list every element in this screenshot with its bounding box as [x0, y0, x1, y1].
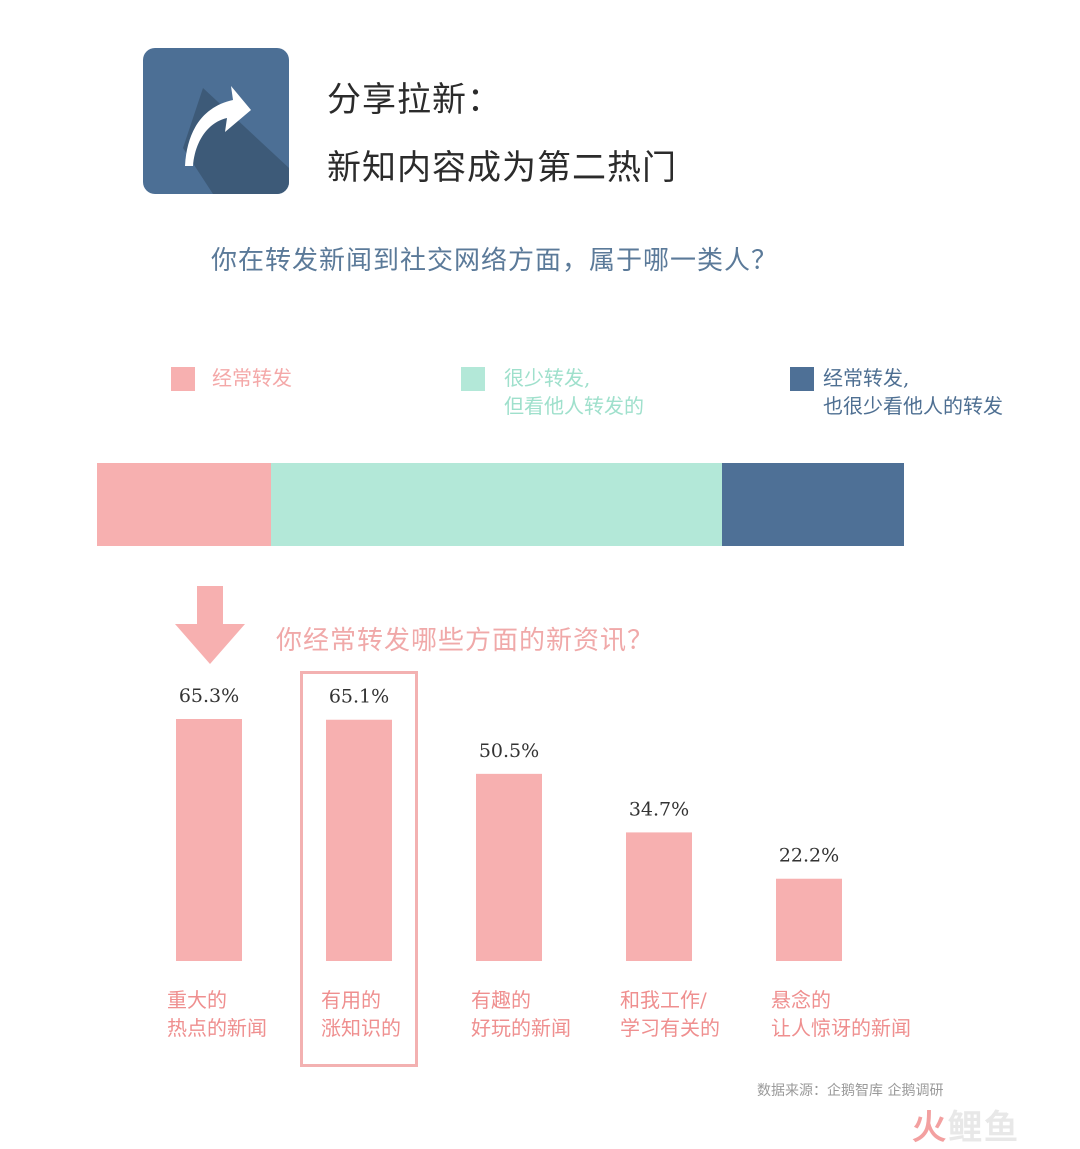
- bar-3: [626, 832, 692, 961]
- survey-question-1: 你在转发新闻到社交网络方面，属于哪一类人？: [211, 246, 779, 276]
- legend-label-frequent: 经常转发: [212, 366, 292, 390]
- legend-swatch-never: [790, 367, 814, 391]
- arrow-down-icon: [175, 586, 245, 668]
- bar-value-label-2: 50.5%: [479, 740, 539, 762]
- bar-value-label-0: 65.3%: [179, 685, 239, 707]
- bar-1: [326, 719, 392, 961]
- legend-swatch-frequent: [171, 367, 195, 391]
- page-title-line2: 新知内容成为第二热门: [327, 148, 677, 188]
- stacked-segment-0: [97, 463, 271, 546]
- stacked-segment-1: [270, 463, 723, 546]
- share-arrow-icon: [143, 48, 289, 194]
- legend-label-rarely: 很少转发, 但看他人转发的: [504, 366, 644, 418]
- bar-4: [776, 878, 842, 961]
- bar-2: [476, 773, 542, 961]
- highlight-frame: [300, 671, 418, 1067]
- category-label-useful: 有用的 涨知识的: [321, 988, 401, 1040]
- watermark-logo: 火鲤鱼: [912, 1108, 1020, 1148]
- survey-question-2: 你经常转发哪些方面的新资讯？: [276, 626, 655, 656]
- category-label-fun: 有趣的 好玩的新闻: [471, 988, 571, 1040]
- stacked-share-bar: [97, 463, 904, 546]
- category-label-major-news: 重大的 热点的新闻: [167, 988, 267, 1040]
- category-label-suspense: 悬念的 让人惊讶的新闻: [771, 988, 911, 1040]
- bar-value-label-4: 22.2%: [779, 845, 839, 867]
- bar-value-label-3: 34.7%: [629, 798, 689, 820]
- stacked-segment-2: [722, 463, 904, 546]
- bar-value-label-1: 65.1%: [329, 686, 389, 708]
- data-source-note: 数据来源：企鹅智库 企鹅调研: [757, 1083, 944, 1099]
- legend-label-never: 经常转发, 也很少看他人的转发: [823, 366, 1003, 418]
- page-title-line1: 分享拉新：: [327, 80, 502, 120]
- bar-0: [176, 719, 242, 961]
- category-label-work: 和我工作/ 学习有关的: [620, 988, 720, 1040]
- legend-swatch-rarely: [461, 367, 485, 391]
